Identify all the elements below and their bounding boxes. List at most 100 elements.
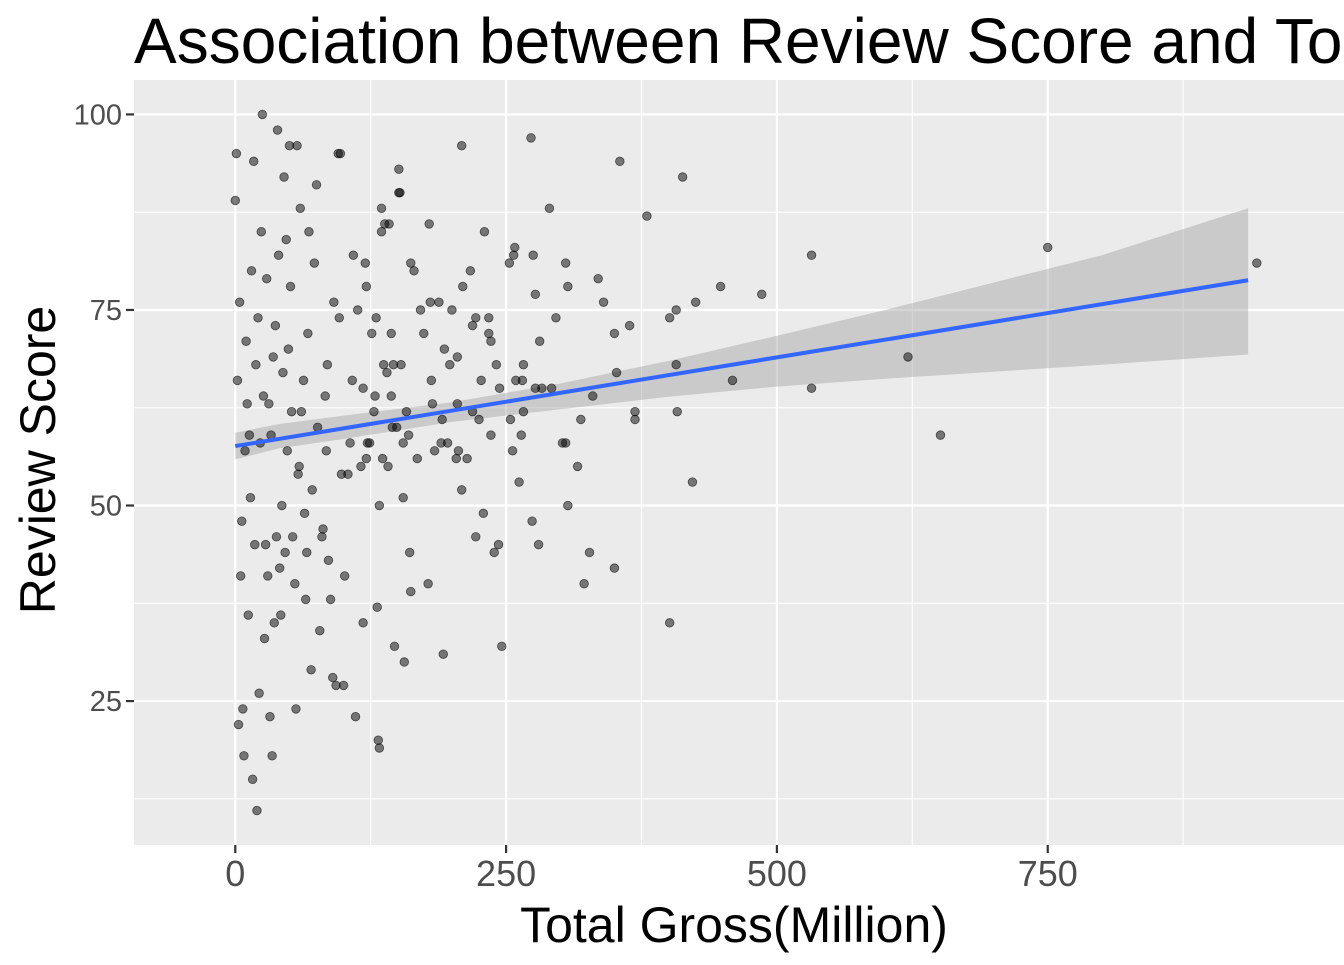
data-point	[304, 227, 314, 237]
data-point	[452, 399, 463, 409]
data-point	[504, 258, 515, 268]
data-point	[347, 375, 357, 386]
data-point	[406, 258, 416, 268]
data-point	[757, 289, 767, 300]
data-point	[334, 313, 344, 323]
data-point	[530, 383, 541, 393]
data-point	[588, 391, 598, 401]
data-point	[320, 391, 330, 401]
data-point	[389, 641, 400, 652]
data-point	[303, 328, 313, 339]
data-point	[572, 461, 583, 472]
data-point	[239, 751, 249, 761]
data-point	[438, 649, 448, 659]
data-point	[258, 391, 269, 401]
data-point	[419, 328, 429, 339]
data-point	[489, 547, 499, 558]
data-point	[276, 610, 286, 620]
data-point	[234, 297, 245, 307]
data-point	[903, 352, 913, 362]
major-gridlines	[134, 80, 1344, 845]
data-point	[426, 375, 437, 386]
data-point	[367, 328, 377, 339]
data-point	[672, 406, 682, 417]
data-point	[624, 320, 635, 331]
data-point	[471, 313, 481, 323]
data-point	[518, 406, 529, 417]
data-point	[272, 125, 283, 135]
data-point	[579, 579, 589, 589]
data-point	[323, 555, 334, 565]
data-point	[497, 641, 507, 652]
data-point	[563, 500, 573, 511]
data-point	[593, 273, 603, 284]
data-point	[486, 430, 496, 440]
data-point	[283, 344, 294, 354]
data-point	[401, 406, 412, 417]
data-point	[318, 524, 328, 534]
data-point	[511, 375, 521, 386]
data-point	[609, 563, 620, 573]
y-tick-label: 100	[74, 99, 122, 131]
regression-line	[234, 278, 1249, 449]
data-point	[253, 313, 263, 323]
minor-gridlines	[134, 80, 1344, 845]
data-point	[256, 227, 266, 237]
data-point	[386, 391, 396, 401]
data-point	[277, 500, 287, 511]
data-point	[409, 266, 419, 276]
data-point	[447, 305, 457, 315]
data-point	[458, 281, 468, 292]
data-point	[278, 367, 288, 378]
confidence-band	[235, 208, 1249, 460]
data-point	[322, 360, 333, 370]
y-axis-title: Review Score	[10, 306, 66, 614]
data-point	[295, 203, 305, 213]
data-point	[380, 219, 390, 229]
data-point	[286, 406, 297, 417]
data-point	[257, 109, 268, 120]
data-point	[437, 414, 447, 425]
y-axis: 25 50 75 100	[74, 99, 134, 718]
data-point	[361, 281, 372, 292]
data-point	[302, 547, 312, 558]
data-point	[268, 352, 278, 362]
data-point	[237, 516, 247, 526]
data-point	[404, 547, 415, 558]
data-point	[281, 234, 291, 245]
data-point	[307, 485, 317, 495]
data-point	[425, 297, 435, 307]
data-point	[412, 453, 422, 464]
data-point	[429, 446, 440, 456]
data-point	[287, 532, 298, 542]
data-point	[471, 532, 481, 542]
data-point	[387, 422, 398, 433]
x-tick-label: 250	[476, 853, 536, 894]
x-tick-label: 500	[747, 853, 807, 894]
data-point	[317, 532, 327, 542]
data-point	[348, 250, 359, 260]
data-point	[254, 688, 264, 698]
data-point	[333, 148, 343, 159]
data-point	[528, 250, 538, 260]
data-point	[611, 367, 622, 378]
data-point	[453, 446, 464, 456]
data-point	[250, 539, 260, 550]
data-point	[518, 360, 529, 370]
x-axis-title: Total Gross(Million)	[520, 897, 948, 953]
data-point	[452, 352, 463, 362]
data-point	[273, 250, 284, 260]
data-point	[493, 539, 504, 550]
data-point	[252, 805, 262, 816]
data-point	[406, 586, 416, 597]
data-point	[394, 164, 404, 174]
data-point	[530, 289, 541, 300]
data-point	[386, 328, 396, 339]
data-point	[671, 305, 681, 315]
data-point	[514, 477, 524, 487]
data-point	[598, 297, 609, 307]
data-point	[271, 532, 282, 542]
data-point	[350, 712, 361, 722]
data-point	[261, 273, 272, 284]
